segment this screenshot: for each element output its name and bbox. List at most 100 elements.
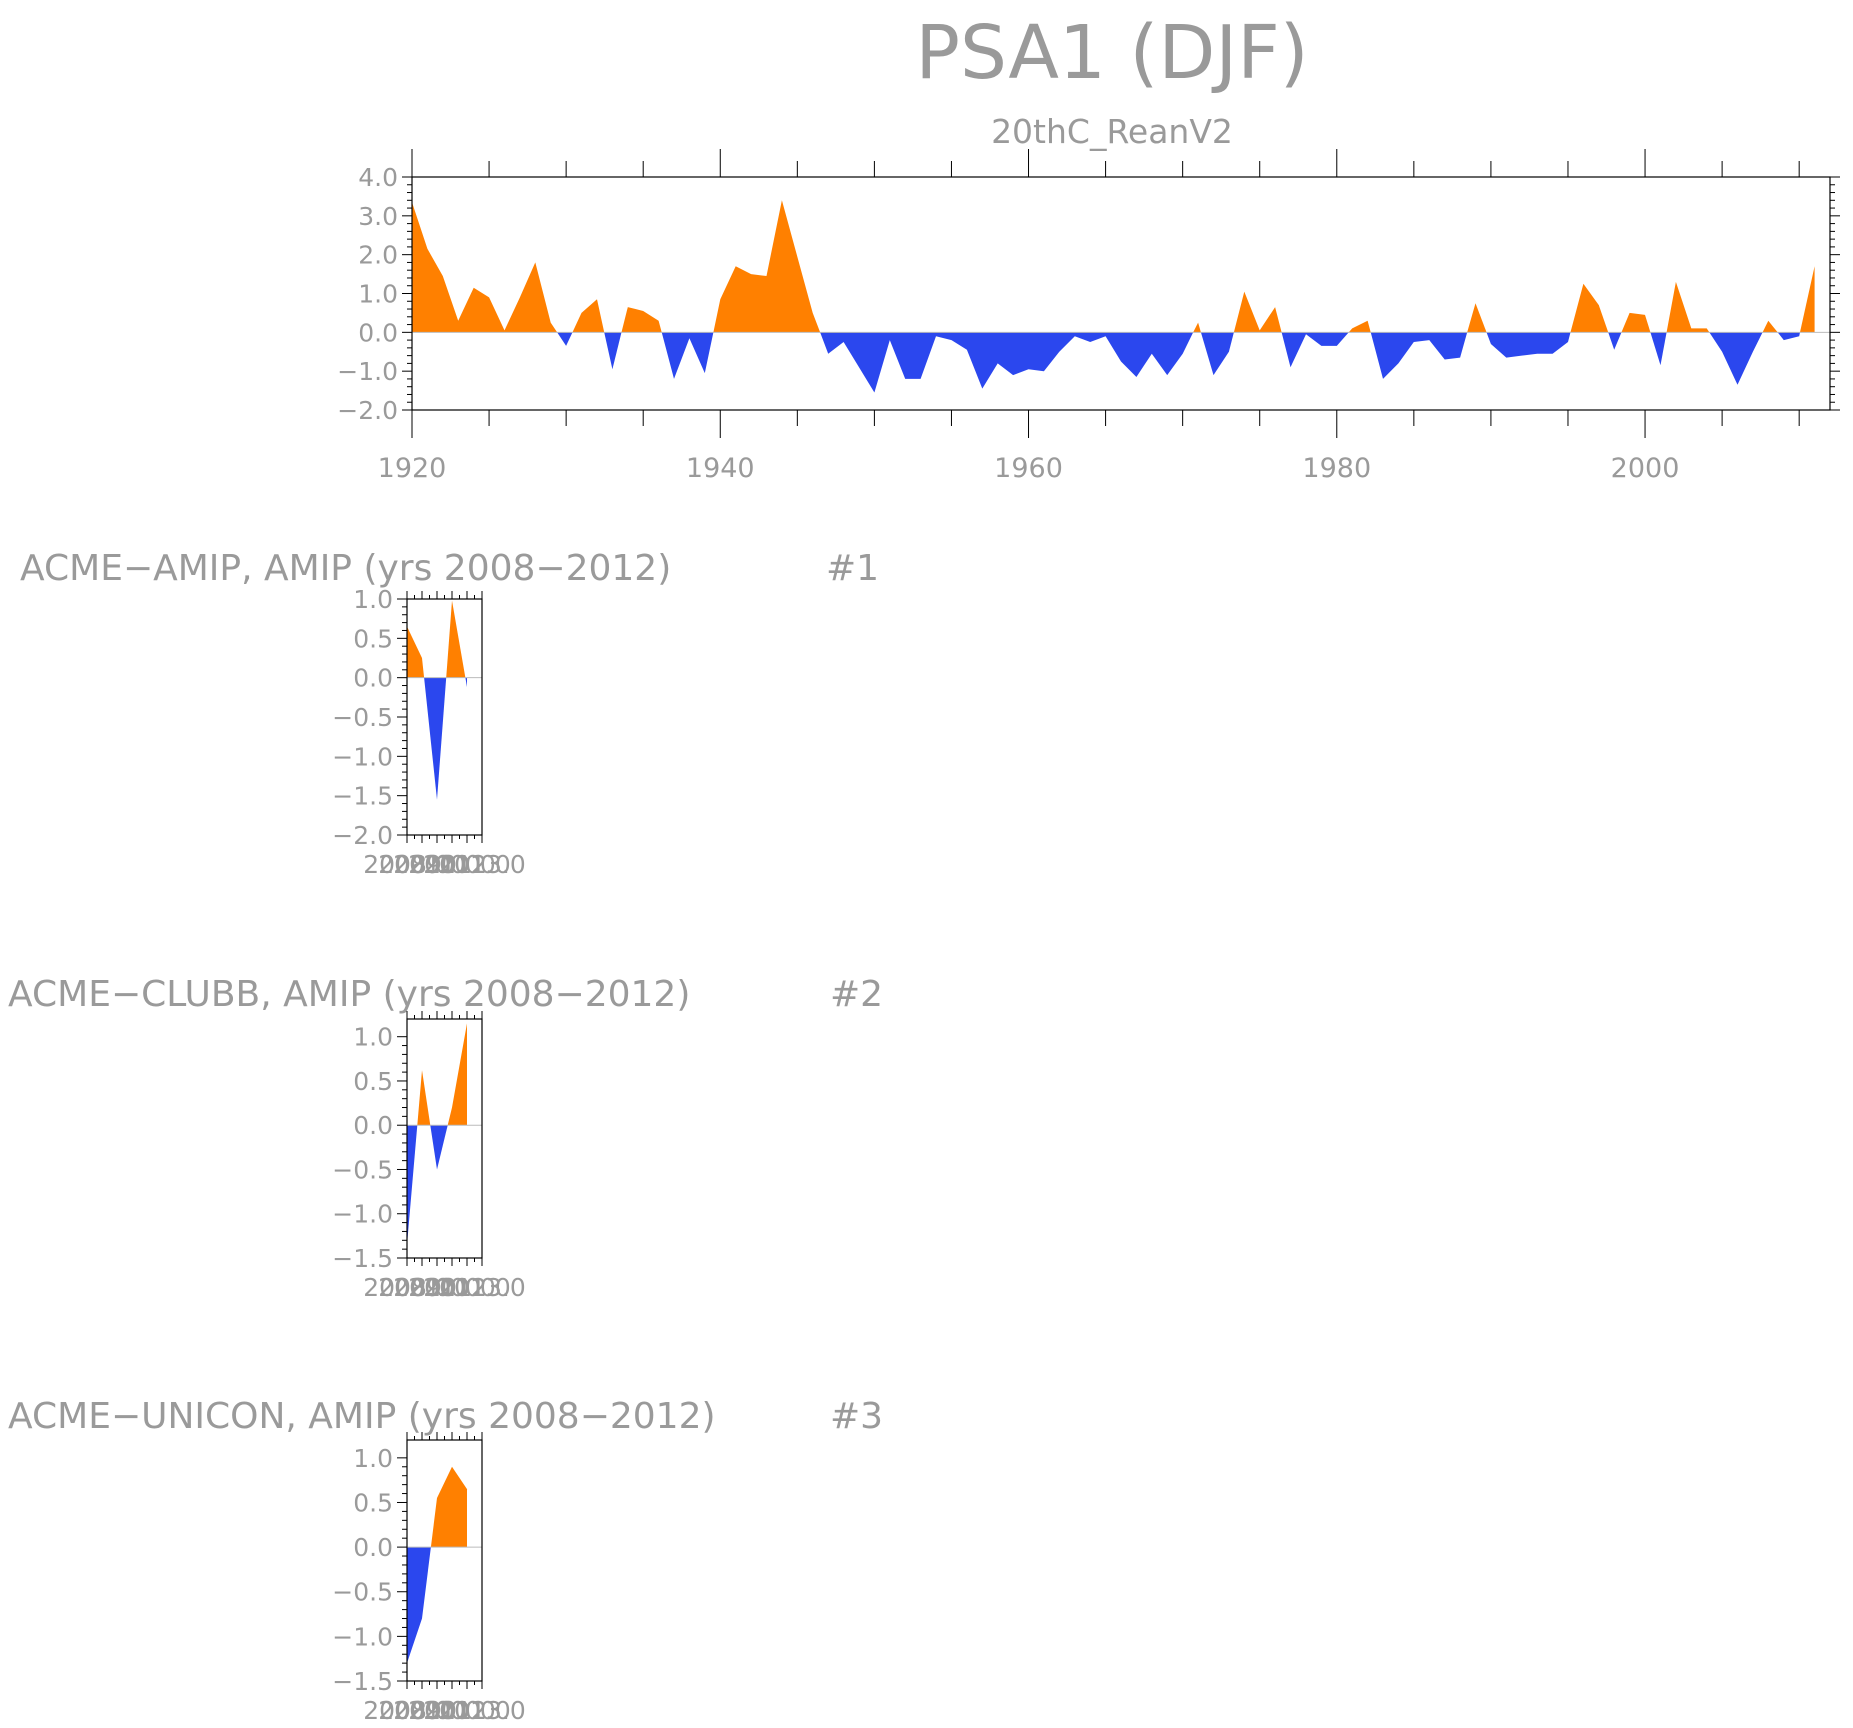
panel-3-label: #3 <box>830 1396 883 1437</box>
x-tick-label: 2010.0 <box>393 1273 480 1302</box>
y-tick-label: 1.0 <box>353 1444 393 1473</box>
negative-area-9 <box>1200 332 1234 376</box>
positive-area-12 <box>1348 320 1371 333</box>
y-tick-label: 0.0 <box>353 1533 393 1562</box>
negative-area-13 <box>1370 332 1468 379</box>
negative-area-1 <box>424 677 447 800</box>
x-tick-label: 2008.0 <box>363 1696 450 1725</box>
y-tick-label: −0.5 <box>332 1155 393 1184</box>
x-tick-label: 2012.0 <box>423 1696 510 1725</box>
y-tick-label: −2.0 <box>332 821 393 850</box>
x-tick-label: 2011.0 <box>408 1273 495 1302</box>
panel-1-label: #1 <box>826 548 879 589</box>
panel-3-title: ACME−UNICON, AMIP (yrs 2008−2012) <box>8 1396 716 1437</box>
positive-area-24 <box>1800 266 1815 333</box>
y-tick-label: −1.0 <box>332 1200 393 1229</box>
x-tick-label: 2013.0 <box>438 1696 525 1725</box>
x-tick-label: 2009.0 <box>378 850 465 879</box>
x-tick-label: 2011.0 <box>408 1696 495 1725</box>
plot-frame <box>406 598 483 836</box>
x-tick-label: 2012.0 <box>423 850 510 879</box>
positive-area-8 <box>1193 322 1201 333</box>
x-tick-label: 2009.0 <box>378 1696 465 1725</box>
negative-area-7 <box>820 332 1194 393</box>
negative-area-1 <box>557 332 573 346</box>
x-tick-label: 1960 <box>994 453 1063 484</box>
y-tick-label: 1.0 <box>358 280 398 309</box>
x-tick-label: 2013.0 <box>438 850 525 879</box>
positive-area-14 <box>1467 303 1487 333</box>
negative-area-15 <box>1486 332 1571 358</box>
x-tick-label: 1940 <box>686 453 755 484</box>
y-tick-label: −1.0 <box>332 742 393 771</box>
positive-area-20 <box>1666 281 1710 333</box>
panel-2-title: ACME−CLUBB, AMIP (yrs 2008−2012) <box>8 974 690 1015</box>
negative-area-11 <box>1281 332 1349 368</box>
positive-area-0 <box>412 202 558 333</box>
acme-amip-panel: 1.0 0.5 0.0 −0.5 −1.0 −1.5 −2.02008.02009.0201… <box>332 585 525 879</box>
negative-area-0 <box>407 1547 431 1664</box>
x-tick-label: 2011.0 <box>408 850 495 879</box>
main-subtitle: 20thC_ReanV2 <box>991 112 1233 151</box>
positive-area-4 <box>621 307 662 333</box>
positive-area-22 <box>1762 320 1778 333</box>
x-tick-label: 1920 <box>378 453 447 484</box>
positive-area-10 <box>1233 291 1282 333</box>
plot-frame <box>411 176 1831 411</box>
y-tick-label: −2.0 <box>337 396 398 425</box>
y-tick-label: −0.5 <box>332 703 393 732</box>
y-tick-label: 3.0 <box>358 202 398 231</box>
positive-area-6 <box>713 200 821 333</box>
y-tick-label: 1.0 <box>353 585 393 614</box>
panel-2-label: #2 <box>830 974 883 1015</box>
negative-area-23 <box>1777 332 1800 341</box>
y-tick-label: −1.0 <box>337 357 398 386</box>
y-tick-label: 0.5 <box>353 1067 393 1096</box>
negative-area-2 <box>430 1125 448 1170</box>
negative-area-5 <box>661 332 714 379</box>
positive-area-1 <box>417 1070 431 1126</box>
y-tick-label: 4.0 <box>358 163 398 192</box>
acme-clubb-panel: 1.0 0.5 0.0 −0.5 −1.0 −1.52008.02009.02010.02… <box>332 1011 526 1302</box>
acme-unicon-panel: 1.0 0.5 0.0 −0.5 −1.0 −1.52008.02009.02010.02… <box>332 1432 526 1725</box>
negative-area-3 <box>604 332 622 370</box>
positive-area-0 <box>407 626 425 678</box>
negative-area-0 <box>407 1125 418 1245</box>
y-tick-label: −0.5 <box>332 1578 393 1607</box>
y-tick-label: −1.5 <box>332 1667 393 1696</box>
positive-area-1 <box>430 1466 467 1548</box>
y-tick-label: −1.5 <box>332 1244 393 1273</box>
x-tick-label: 1980 <box>1302 453 1371 484</box>
x-tick-label: 2008.0 <box>363 850 450 879</box>
x-tick-label: 2000 <box>1611 453 1680 484</box>
plot-frame <box>406 1018 483 1259</box>
x-tick-label: 2008.0 <box>363 1273 450 1302</box>
positive-area-16 <box>1570 283 1609 333</box>
y-tick-label: 0.0 <box>358 318 398 347</box>
y-tick-label: 1.0 <box>353 1023 393 1052</box>
main-title: PSA1 (DJF) <box>915 10 1308 96</box>
positive-area-2 <box>446 600 466 678</box>
psa1-reanalysis-panel: 4.0 3.0 2.0 1.0 0.0 −1.0 −2.0 1920 1940 1960 1980 2… <box>337 149 1840 484</box>
positive-area-3 <box>447 1023 467 1126</box>
y-tick-label: 0.0 <box>353 1111 393 1140</box>
x-tick-label: 2009.0 <box>378 1273 465 1302</box>
x-tick-label: 2010.0 <box>393 1696 480 1725</box>
negative-area-17 <box>1608 332 1622 350</box>
x-tick-label: 2010.0 <box>393 850 480 879</box>
y-tick-label: −1.0 <box>332 1622 393 1651</box>
y-tick-label: 0.5 <box>353 1488 393 1517</box>
y-tick-label: 0.5 <box>353 624 393 653</box>
negative-area-21 <box>1709 332 1763 385</box>
negative-area-19 <box>1650 332 1667 366</box>
y-tick-label: −1.5 <box>332 782 393 811</box>
positive-area-2 <box>572 299 605 333</box>
negative-area-3 <box>465 677 467 688</box>
y-tick-label: 2.0 <box>358 241 398 270</box>
positive-area-18 <box>1621 312 1651 333</box>
x-tick-label: 2013.0 <box>438 1273 525 1302</box>
panel-1-title: ACME−AMIP, AMIP (yrs 2008−2012) <box>20 548 671 589</box>
x-tick-label: 2012.0 <box>423 1273 510 1302</box>
y-tick-label: 0.0 <box>353 664 393 693</box>
